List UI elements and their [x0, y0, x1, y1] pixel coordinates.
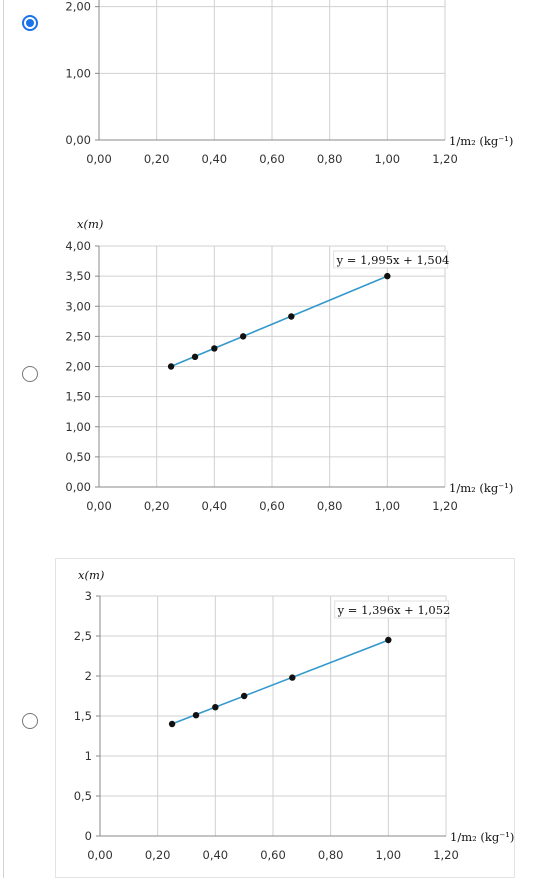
- x-tick-label: 0,00: [86, 499, 112, 513]
- data-point: [239, 333, 247, 340]
- data-point: [191, 353, 199, 361]
- y-tick-label: 0,00: [65, 133, 91, 147]
- x-tick-label: 1,20: [432, 499, 458, 513]
- y-tick-label: 0,50: [65, 450, 91, 464]
- y-tick-label: 3,00: [65, 299, 91, 313]
- answer-option-3: 0,00 0,20 0,40 0,60 0,80 1,00 1,20 0 0,5 1 1,5 2 2,5…: [0, 558, 538, 878]
- x-tick-label: 1,00: [375, 152, 401, 166]
- data-point: [288, 313, 295, 320]
- data-point: [385, 636, 392, 644]
- data-point: [167, 363, 175, 370]
- x-axis-label: 1/m₂ (kg⁻¹): [449, 134, 513, 148]
- x-tick-label: 0,80: [318, 848, 344, 862]
- data-point: [240, 692, 248, 700]
- y-tick-label: 2,00: [65, 0, 91, 14]
- x-tick-label: 0,40: [202, 499, 228, 513]
- equation-label-box: [333, 250, 449, 269]
- y-tick-label: 2,50: [65, 329, 91, 343]
- option-1-radio[interactable]: [22, 15, 38, 31]
- y-tick-label: 0: [85, 829, 92, 843]
- y-tick-label: 3: [85, 589, 92, 603]
- y-tick-label: 1,00: [65, 420, 91, 434]
- chart-svg-2: 0,00 0,20 0,40 0,60 0,80 1,00 1,20 0,00 0,50 1,00…: [65, 217, 513, 513]
- y-tick-label: 1,50: [65, 390, 91, 404]
- y-tick-label: 2,00: [65, 360, 91, 374]
- x-tick-label: 0,80: [317, 499, 343, 513]
- x-tick-label: 1,00: [375, 499, 401, 513]
- trendline-equation: y = 1,396x + 1,052: [337, 603, 451, 617]
- trendline: [170, 275, 388, 368]
- container-left-border: [3, 0, 4, 878]
- equation-label-box: [334, 600, 450, 619]
- x-tick-label: 0,20: [144, 499, 170, 513]
- y-tick-label: 3,50: [65, 269, 91, 283]
- x-tick-label: 0,60: [259, 499, 285, 513]
- x-tick-label: 0,20: [144, 152, 170, 166]
- x-axis-label: 1/m₂ (kg⁻¹): [450, 830, 514, 844]
- option-2-chart: 0,00 0,20 0,40 0,60 0,80 1,00 1,20 0,00 0,50 1,00…: [55, 208, 525, 528]
- y-tick-label: 1,5: [74, 709, 92, 723]
- answer-option-1: 0,00 0,20 0,40 0,60 0,80 1,00 1,20 0,00 1,00 2,00…: [0, 0, 538, 190]
- trendline-equation: y = 1,995x + 1,504: [336, 253, 450, 267]
- x-tick-label: 1,20: [432, 152, 458, 166]
- data-point: [289, 674, 296, 681]
- x-tick-label: 1,00: [376, 848, 402, 862]
- chart-svg-3: 0,00 0,20 0,40 0,60 0,80 1,00 1,20 0 0,5 1 1,5 2 2,5…: [74, 568, 515, 862]
- x-tick-label: 0,60: [260, 848, 286, 862]
- data-point: [211, 345, 218, 352]
- option-3-chart: 0,00 0,20 0,40 0,60 0,80 1,00 1,20 0 0,5 1 1,5 2 2,5…: [55, 558, 515, 878]
- trendline: [171, 639, 389, 725]
- data-point: [192, 712, 200, 719]
- x-tick-label: 0,00: [87, 848, 113, 862]
- y-axis-label: x(m): [77, 217, 103, 231]
- x-tick-label: 0,20: [145, 848, 171, 862]
- option-3-radio[interactable]: [22, 713, 38, 729]
- x-tick-label: 0,80: [317, 152, 343, 166]
- data-point: [212, 704, 219, 711]
- x-tick-label: 0,40: [202, 152, 228, 166]
- x-tick-label: 0,60: [259, 152, 285, 166]
- y-tick-label: 2: [85, 669, 92, 683]
- x-axis-label: 1/m₂ (kg⁻¹): [449, 481, 513, 495]
- option-1-chart: 0,00 0,20 0,40 0,60 0,80 1,00 1,20 0,00 1,00 2,00…: [55, 0, 525, 188]
- y-tick-label: 1,00: [65, 66, 91, 80]
- data-point: [384, 272, 391, 280]
- data-point: [168, 720, 176, 728]
- y-tick-label: 1: [85, 749, 92, 763]
- x-tick-label: 0,00: [86, 152, 112, 166]
- answer-option-2: 0,00 0,20 0,40 0,60 0,80 1,00 1,20 0,00 0,50 1,00…: [0, 208, 538, 528]
- x-tick-label: 0,40: [203, 848, 229, 862]
- chart-svg-1: 0,00 0,20 0,40 0,60 0,80 1,00 1,20 0,00 1,00 2,00…: [65, 0, 513, 166]
- y-tick-label: 4,00: [65, 239, 91, 253]
- y-tick-label: 0,5: [74, 789, 92, 803]
- y-tick-label: 0,00: [65, 480, 91, 494]
- y-axis-label: x(m): [78, 568, 104, 582]
- x-tick-label: 1,20: [433, 848, 459, 862]
- option-2-radio[interactable]: [22, 366, 38, 382]
- y-tick-label: 2,5: [74, 629, 92, 643]
